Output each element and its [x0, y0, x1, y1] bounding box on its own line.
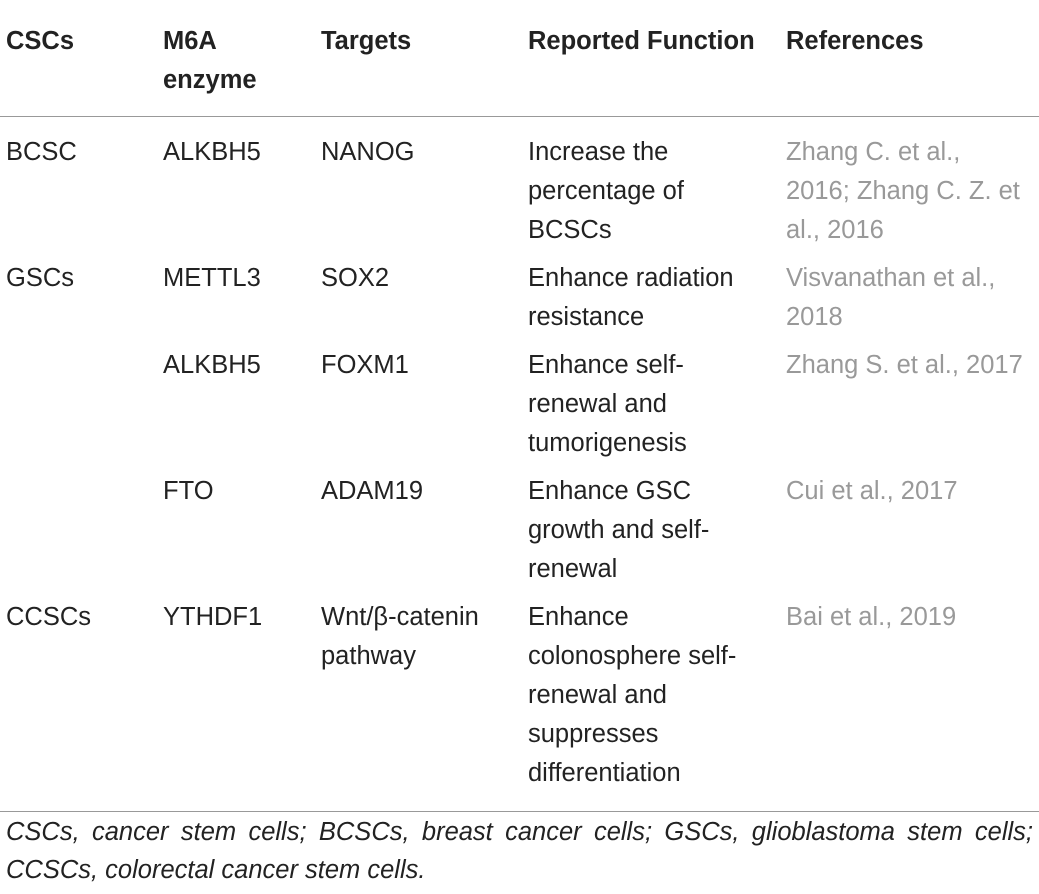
table-cell: GSCs	[6, 264, 75, 292]
table-cell: Enhance GSC growth and self-renewal	[528, 477, 710, 583]
table-body: BCSC ALKBH5 NANOG Increase the percentage o…	[0, 117, 1039, 812]
reference-cell: Bai et al., 2019	[780, 590, 1039, 812]
table-cell: Enhance radiation resistance	[528, 264, 734, 331]
table-cell: ALKBH5	[163, 351, 261, 379]
table-cell: METTL3	[163, 264, 261, 292]
reference-cell: Zhang S. et al., 2017	[786, 351, 1023, 379]
table-cell: CCSCs	[0, 590, 157, 812]
header-cell: References	[780, 0, 1039, 117]
header-row: CSCs M6A enzyme Targets Reported Function Re…	[0, 0, 1039, 117]
table-cell: NANOG	[321, 138, 415, 166]
header-cell: Reported Function	[522, 0, 780, 117]
reference-cell: Zhang C. et al., 2016; Zhang C. Z. et al…	[786, 138, 1020, 244]
table-cell: ADAM19	[321, 477, 424, 505]
footnote: CSCs, cancer stem cells; BCSCs, breast c…	[6, 818, 1033, 884]
reference-cell: Visvanathan et al., 2018	[786, 264, 996, 331]
table-cell	[0, 338, 157, 464]
table-cell: ALKBH5	[163, 138, 261, 166]
table-row: CCSCs YTHDF1 Wnt/β-catenin pathway Enhance …	[0, 590, 1039, 812]
table-cell: BCSC	[6, 138, 77, 166]
table-row: GSCs METTL3 SOX2 Enhance radiation resistan…	[0, 251, 1039, 338]
header-cell: M6A enzyme	[157, 0, 315, 117]
table-cell	[0, 464, 157, 590]
header-cell: Targets	[315, 0, 522, 117]
table-cell: YTHDF1	[157, 590, 315, 812]
table-row: BCSC ALKBH5 NANOG Increase the percentage o…	[0, 117, 1039, 252]
table-cell: Increase the percentage of BCSCs	[528, 138, 684, 244]
data-table: CSCs M6A enzyme Targets Reported Function Re…	[0, 0, 1039, 812]
table-row: ALKBH5 FOXM1 Enhance self-renewal and tumo…	[0, 338, 1039, 464]
table-cell: FTO	[163, 477, 214, 505]
reference-cell: Cui et al., 2017	[786, 477, 958, 505]
table-row: FTO ADAM19 Enhance GSC growth and self-ren…	[0, 464, 1039, 590]
table-cell: SOX2	[321, 264, 390, 292]
header-cell: CSCs	[0, 0, 157, 117]
table-cell: Enhance colonosphere self-renewal and su…	[522, 590, 780, 812]
table-cell: Enhance self-renewal and tumorigenesis	[528, 351, 687, 457]
table-cell: Wnt/β-catenin pathway	[315, 590, 522, 812]
table-cell: FOXM1	[321, 351, 409, 379]
